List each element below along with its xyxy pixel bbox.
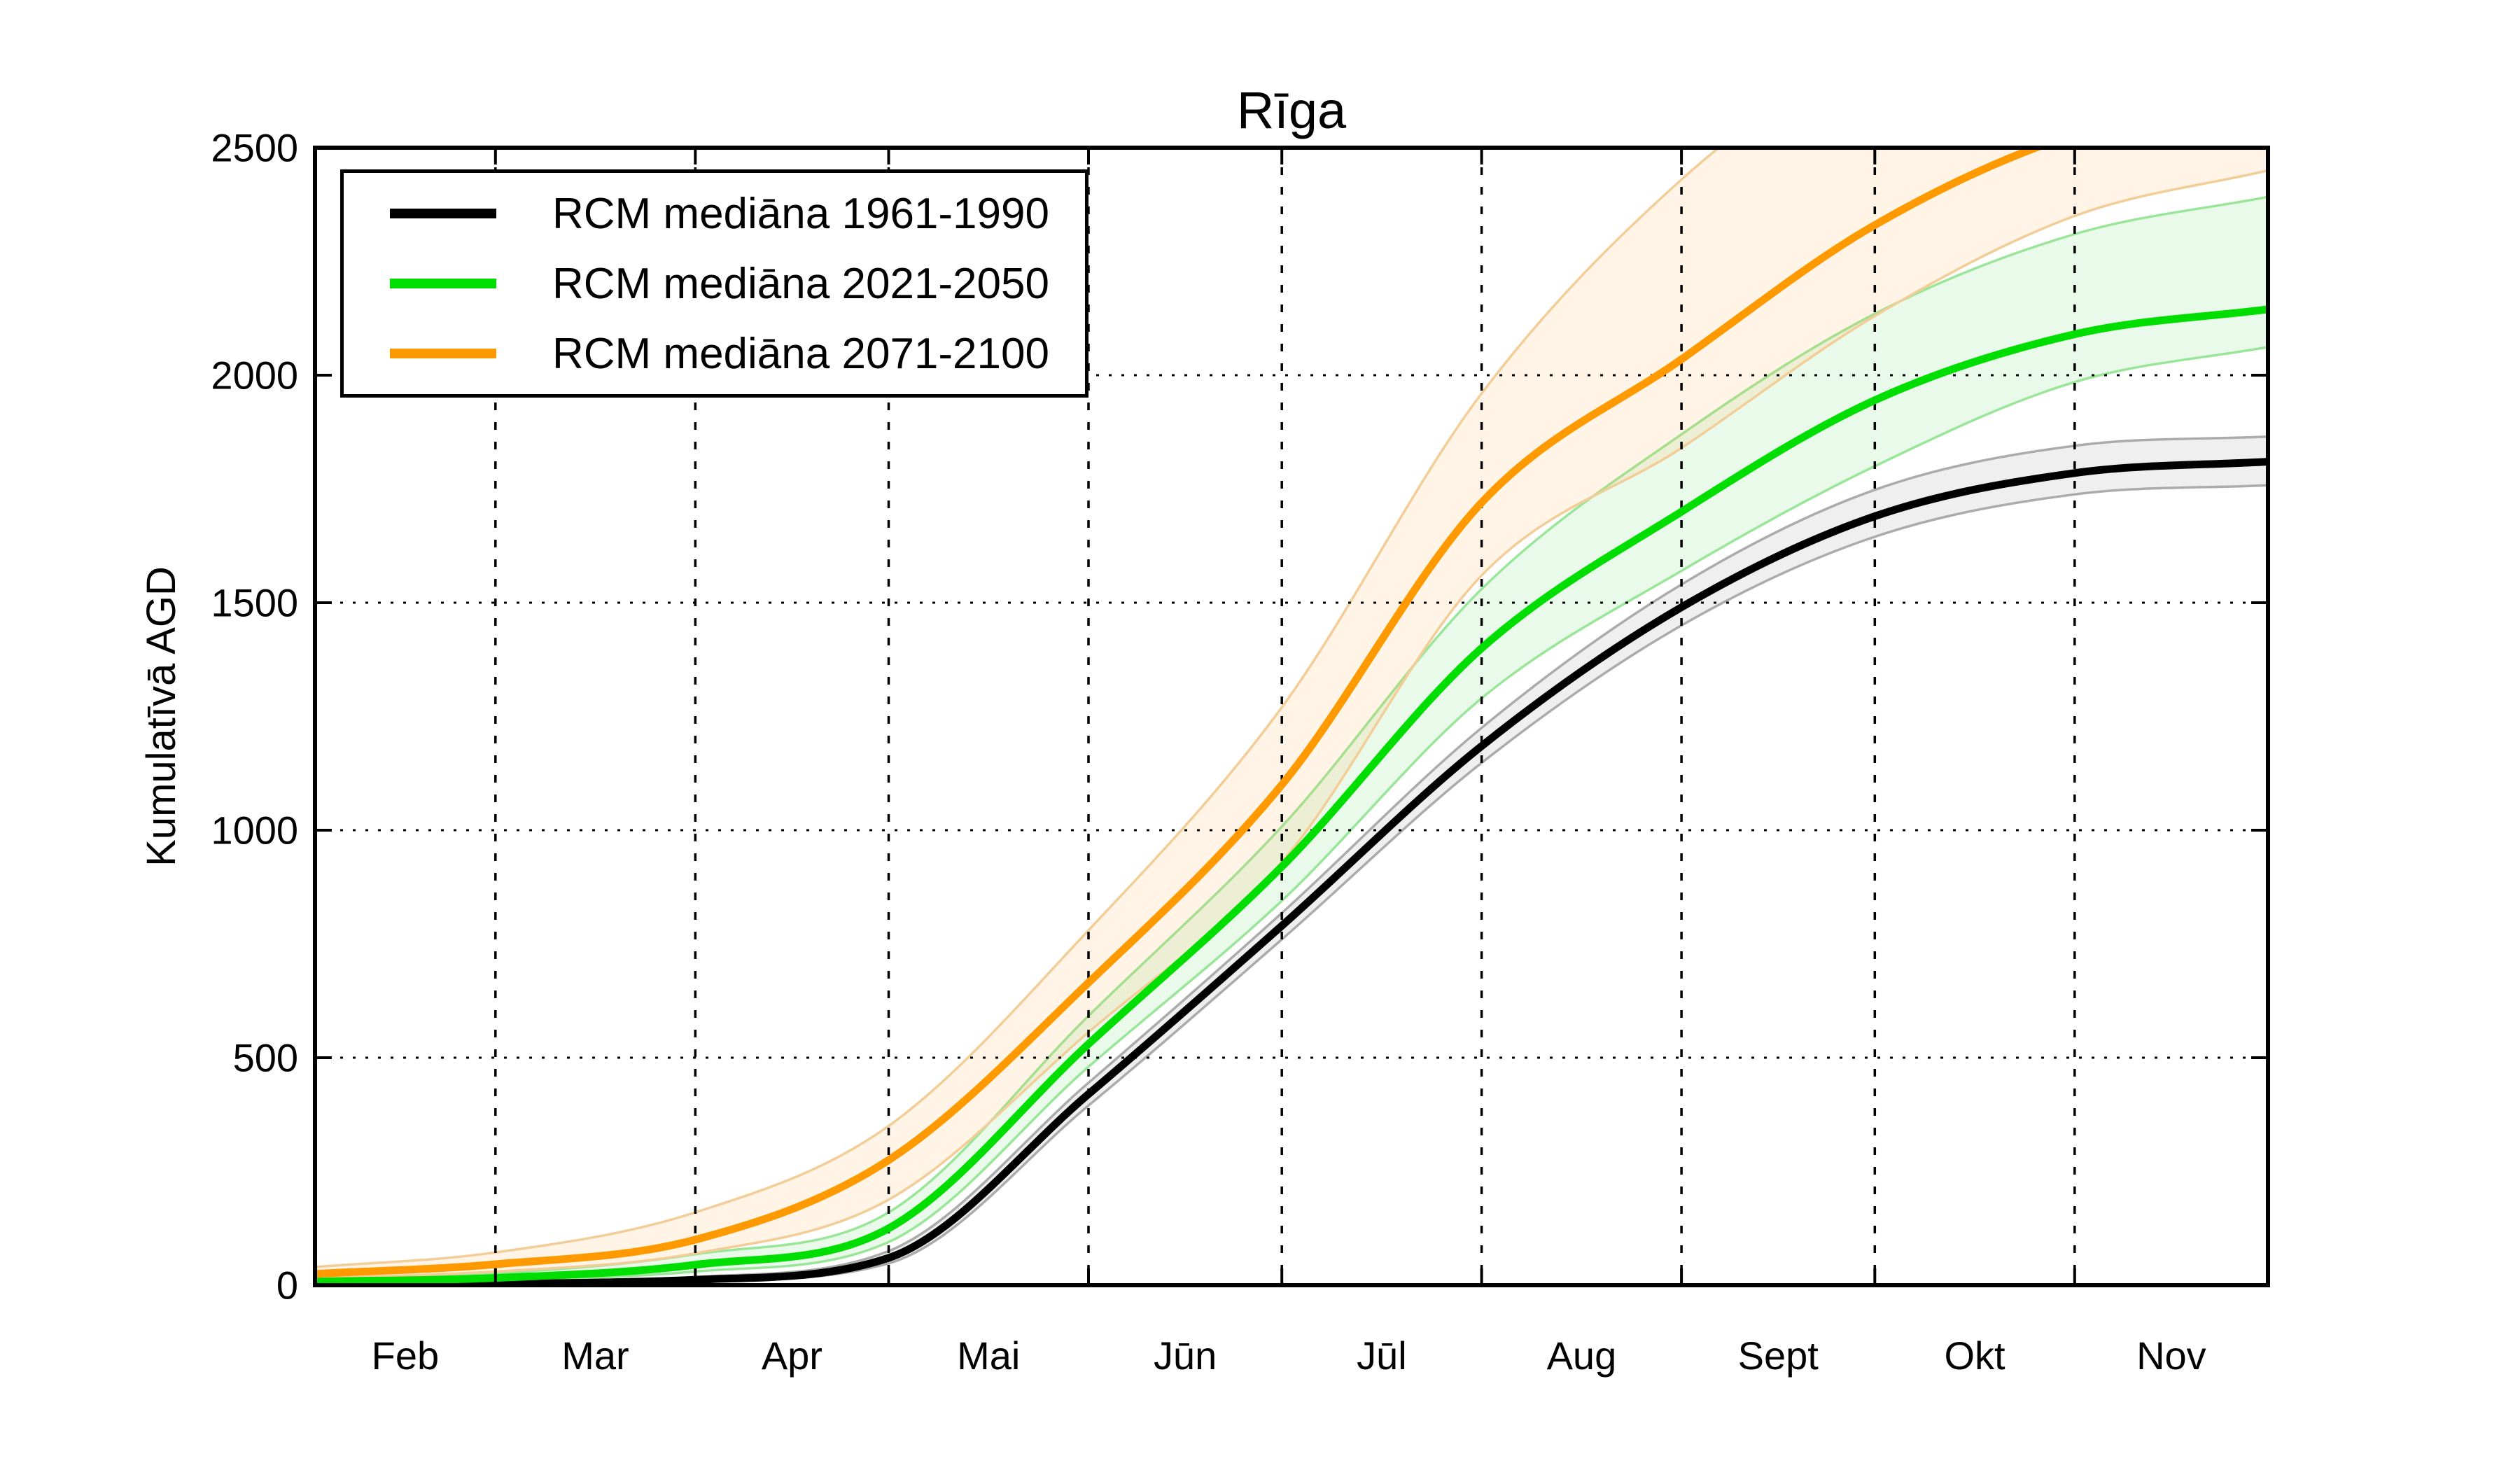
y-tick-label-1000: 1000 [211,808,298,853]
x-tick-label-jūn: Jūn [1154,1334,1217,1378]
band-upper-edge-series-2 [315,148,1721,1268]
x-tick-label-feb: Feb [372,1334,440,1378]
x-tick-label-nov: Nov [2136,1334,2206,1378]
y-tick-label-0: 0 [276,1264,298,1308]
axes-spines [313,146,2270,1287]
median-line-series-0 [315,458,2268,1285]
band-lower-edge-series-2 [315,169,2268,1280]
x-tick-label-aug: Aug [1547,1334,1617,1378]
median-line-series-2 [315,148,2047,1278]
y-axis-label: Kumulatīvā AGD [139,566,184,867]
legend-item-2: RCM mediāna 2071-2100 [344,318,1085,388]
median-line-series-1 [315,305,2268,1285]
legend-box: RCM mediāna 1961-1990 RCM mediāna 2021-2… [340,169,1088,398]
y-tick-label-1500: 1500 [211,581,298,625]
x-tick-label-mai: Mai [957,1334,1020,1378]
x-tick-label-mar: Mar [561,1334,629,1378]
legend-swatch-black-line-icon [390,209,496,218]
chart-title: Rīga [1237,81,1347,139]
band-lower-edge-series-1 [315,345,2268,1284]
legend-item-1: RCM mediāna 2021-2050 [344,248,1085,318]
legend-swatch-orange-line-icon [390,349,496,358]
x-tick-label-sept: Sept [1738,1334,1819,1378]
legend-swatch-green-line-icon [390,279,496,288]
y-tick-label-2500: 2500 [211,126,298,170]
band-fill-series-2 [315,148,2268,1279]
x-tick-label-okt: Okt [1944,1334,2005,1378]
legend-item-label: RCM mediāna 2021-2050 [552,259,1049,308]
legend-item-label: RCM mediāna 1961-1990 [552,189,1049,238]
y-tick-label-2000: 2000 [211,354,298,398]
y-tick-label-500: 500 [233,1036,298,1080]
legend-item-label: RCM mediāna 2071-2100 [552,329,1049,378]
band-fill-series-1 [315,197,2268,1283]
x-tick-label-jūl: Jūl [1357,1334,1407,1378]
x-tick-label-apr: Apr [762,1334,822,1378]
legend-item-0: RCM mediāna 1961-1990 [344,178,1085,248]
